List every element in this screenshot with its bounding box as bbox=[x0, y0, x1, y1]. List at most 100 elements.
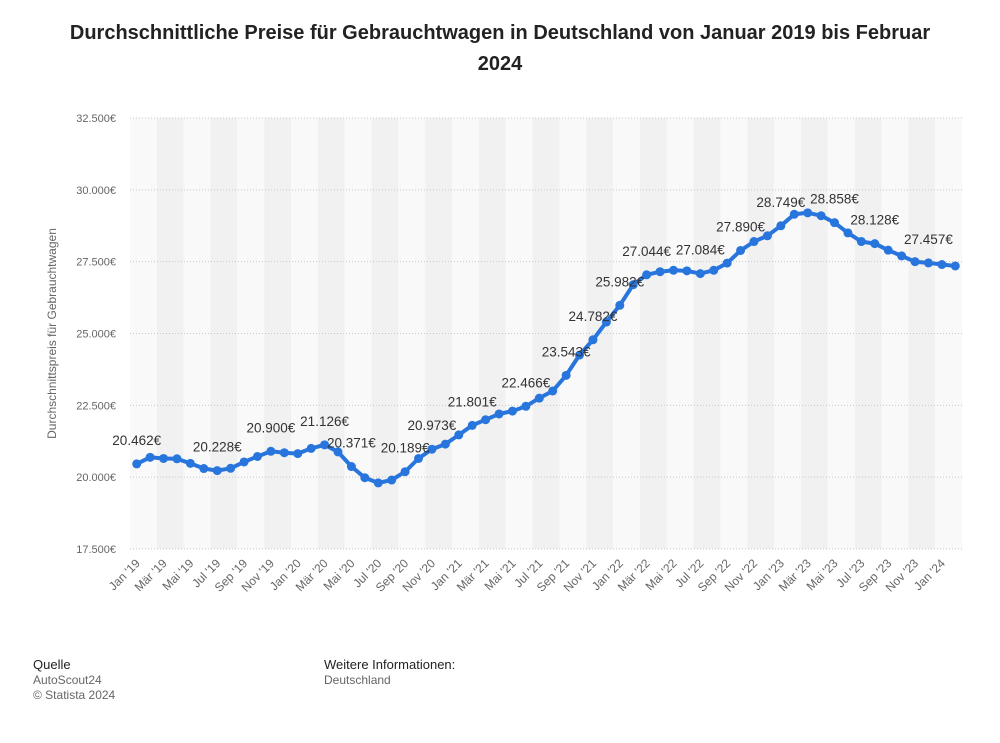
data-point bbox=[293, 449, 303, 459]
data-label: 25.982€ bbox=[595, 274, 644, 289]
data-point bbox=[830, 218, 840, 228]
data-point bbox=[467, 420, 477, 430]
source-block: Quelle AutoScout24 © Statista 2024 bbox=[33, 657, 115, 703]
data-label: 23.543€ bbox=[542, 344, 591, 359]
data-point bbox=[561, 370, 571, 380]
data-point bbox=[333, 447, 343, 457]
data-point bbox=[373, 478, 383, 488]
background-band bbox=[130, 118, 157, 549]
data-label: 24.782€ bbox=[569, 309, 618, 324]
data-point bbox=[736, 245, 746, 255]
data-point bbox=[897, 251, 907, 261]
data-point bbox=[950, 261, 960, 271]
background-band bbox=[532, 118, 560, 549]
data-point bbox=[937, 260, 947, 270]
data-point bbox=[682, 266, 692, 276]
data-label: 27.084€ bbox=[676, 243, 725, 258]
data-point bbox=[883, 245, 893, 255]
y-tick-label: 17.500€ bbox=[76, 544, 116, 556]
data-label: 20.371€ bbox=[327, 436, 376, 451]
data-label: 28.128€ bbox=[850, 213, 899, 228]
data-point bbox=[427, 444, 437, 454]
data-point bbox=[279, 448, 289, 458]
background-band bbox=[666, 118, 694, 549]
data-point bbox=[306, 443, 316, 453]
data-point bbox=[481, 415, 491, 425]
data-point bbox=[226, 463, 236, 473]
data-label: 28.858€ bbox=[810, 192, 859, 207]
data-point bbox=[266, 446, 276, 456]
data-label: 28.749€ bbox=[756, 195, 805, 210]
data-point bbox=[695, 269, 705, 279]
source-line: AutoScout24 bbox=[33, 673, 102, 687]
data-point bbox=[252, 451, 262, 461]
background-band bbox=[156, 118, 184, 549]
data-point bbox=[816, 211, 826, 221]
background-band bbox=[908, 118, 936, 549]
data-label: 20.973€ bbox=[408, 418, 457, 433]
data-point bbox=[172, 454, 182, 464]
data-label: 21.801€ bbox=[448, 394, 497, 409]
data-point bbox=[199, 464, 209, 474]
data-point bbox=[843, 228, 853, 238]
data-point bbox=[145, 452, 155, 462]
data-point bbox=[655, 267, 665, 277]
data-label: 27.457€ bbox=[904, 232, 953, 247]
data-point bbox=[360, 473, 370, 483]
background-band bbox=[935, 118, 962, 549]
background-band bbox=[398, 118, 426, 549]
info-line: Deutschland bbox=[324, 673, 391, 687]
data-point bbox=[132, 459, 142, 469]
data-label: 20.462€ bbox=[112, 433, 161, 448]
data-point bbox=[185, 458, 195, 468]
data-point bbox=[212, 466, 222, 476]
data-point bbox=[400, 467, 410, 477]
data-point bbox=[709, 265, 719, 275]
data-point bbox=[534, 393, 544, 403]
data-point bbox=[642, 270, 652, 280]
copyright-line: © Statista 2024 bbox=[33, 688, 116, 702]
data-point bbox=[776, 221, 786, 231]
background-band bbox=[425, 118, 453, 549]
data-point bbox=[521, 401, 531, 411]
background-band bbox=[613, 118, 640, 549]
data-point bbox=[749, 237, 759, 247]
y-tick-label: 30.000€ bbox=[76, 185, 116, 197]
data-label: 20.900€ bbox=[246, 420, 295, 435]
data-point bbox=[414, 453, 424, 463]
data-point bbox=[615, 300, 625, 310]
data-point bbox=[346, 462, 356, 472]
data-point bbox=[575, 350, 585, 360]
data-point bbox=[494, 409, 504, 419]
data-point bbox=[803, 208, 813, 218]
data-point bbox=[320, 440, 330, 450]
data-label: 27.890€ bbox=[716, 219, 765, 234]
data-point bbox=[856, 237, 866, 247]
background-band bbox=[881, 118, 909, 549]
background-band bbox=[505, 118, 533, 549]
data-label: 20.189€ bbox=[381, 441, 430, 456]
data-label: 22.466€ bbox=[501, 375, 550, 390]
chart-title: Durchschnittliche Preise für Gebrauchtwa… bbox=[69, 22, 931, 75]
data-point bbox=[507, 406, 517, 416]
background-band bbox=[478, 118, 506, 549]
data-point bbox=[910, 257, 920, 267]
info-block: Weitere Informationen: Deutschland bbox=[324, 657, 455, 688]
data-point bbox=[628, 280, 638, 290]
data-point bbox=[870, 239, 880, 249]
data-point bbox=[548, 386, 558, 396]
data-label: 27.044€ bbox=[622, 244, 671, 259]
data-point bbox=[387, 475, 397, 485]
info-heading: Weitere Informationen: bbox=[324, 657, 456, 672]
data-point bbox=[722, 258, 732, 268]
data-point bbox=[239, 457, 249, 467]
data-point bbox=[762, 231, 772, 241]
data-point bbox=[923, 258, 933, 268]
y-tick-label: 27.500€ bbox=[76, 257, 116, 269]
background-band bbox=[639, 118, 667, 549]
data-point bbox=[789, 209, 799, 219]
source-heading: Quelle bbox=[33, 657, 71, 672]
y-axis-title: Durchschnittspreis für Gebrauchtwagen bbox=[45, 228, 59, 439]
y-tick-label: 25.000€ bbox=[76, 329, 116, 341]
